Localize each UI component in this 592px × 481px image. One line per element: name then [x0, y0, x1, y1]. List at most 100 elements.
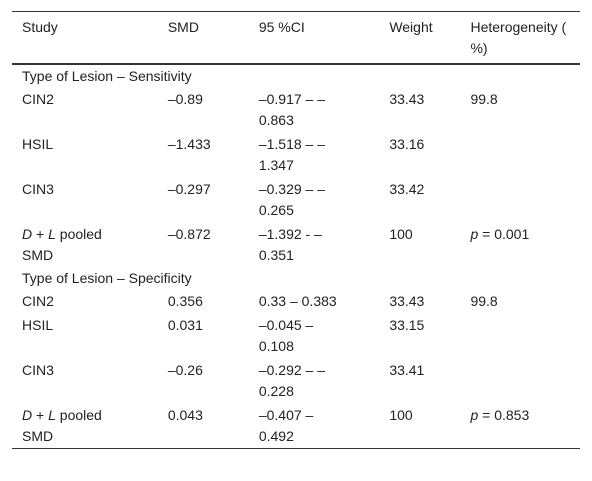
cell: 0.356: [158, 289, 249, 313]
data-row: D + L pooled SMD 0.043 –0.407 – 0.492 100 p …: [12, 403, 580, 449]
text-segment: p: [470, 407, 479, 423]
cell: 33.43: [379, 289, 460, 313]
data-row: CIN3 –0.26 –0.292 – –0.228 33.41: [12, 358, 580, 403]
cell: –0.045 – 0.108: [249, 313, 379, 358]
cell: 33.16: [379, 132, 460, 177]
cell-text: –0.89: [167, 91, 203, 107]
text-segment: = 0.001: [478, 226, 530, 242]
cell: [460, 313, 580, 358]
cell-text: 33.42: [389, 181, 425, 197]
cell-text: p = 0.001: [470, 224, 570, 245]
cell-text: –0.297: [167, 181, 211, 197]
cell: 0.043: [158, 403, 249, 449]
cell-text: Weight: [389, 19, 433, 35]
cell: [460, 132, 580, 177]
cell: HSIL: [12, 313, 158, 358]
results-table: Study SMD 95 %CI Weight Heterogeneity ( %) T…: [12, 11, 580, 449]
cell-text: Heterogeneity ( %): [470, 19, 567, 56]
cell: 100: [379, 222, 460, 267]
cell-text: –0.407 – 0.492: [258, 407, 314, 444]
cell-text: 33.15: [389, 317, 425, 333]
text-segment: D: [22, 226, 33, 242]
column-header: Weight: [379, 11, 461, 65]
cell: –0.329 – –0.265: [249, 177, 379, 222]
cell: CIN3: [12, 358, 158, 403]
text-segment: +: [32, 226, 49, 242]
cell: –1.518 – –1.347: [249, 132, 379, 177]
data-row: CIN2 0.356 0.33 – 0.383 33.43 99.8: [12, 289, 580, 313]
cell-text: D + L pooled SMD: [22, 224, 127, 266]
cell: 0.031: [158, 313, 249, 358]
cell: –0.407 – 0.492: [249, 403, 379, 449]
cell: [460, 177, 580, 222]
cell: CIN3: [12, 177, 158, 222]
cell-text: –0.26: [167, 362, 203, 378]
cell-text: 100: [389, 226, 413, 242]
cell: D + L pooled SMD: [12, 403, 158, 449]
cell-text: –0.045 – 0.108: [258, 317, 314, 354]
cell: D + L pooled SMD: [12, 222, 158, 267]
cell-text: –1.433: [167, 136, 211, 152]
cell-text: 100: [389, 407, 413, 423]
cell-text: 33.41: [389, 362, 425, 378]
section-title: Type of Lesion – Specificity: [22, 270, 192, 286]
cell-text: 99.8: [470, 293, 498, 309]
data-row: HSIL –1.433 –1.518 – –1.347 33.16: [12, 132, 580, 177]
section-title: Type of Lesion – Sensitivity: [22, 68, 192, 84]
cell: –0.872: [158, 222, 249, 267]
cell-text: 99.8: [470, 91, 498, 107]
cell: CIN2: [12, 87, 158, 132]
cell: HSIL: [12, 132, 158, 177]
cell-text: 33.43: [389, 91, 425, 107]
text-segment: +: [32, 407, 49, 423]
cell: –0.297: [158, 177, 249, 222]
cell-text: 33.16: [389, 136, 425, 152]
cell-text: SMD: [167, 19, 199, 35]
cell: 99.8: [460, 289, 580, 313]
cell-text: HSIL: [22, 317, 54, 333]
cell-text: Study: [22, 19, 58, 35]
data-row: CIN3 –0.297 –0.329 – –0.265 33.42: [12, 177, 580, 222]
cell: –0.292 – –0.228: [249, 358, 379, 403]
data-row: CIN2 –0.89 –0.917 – –0.863 33.43 99.8: [12, 87, 580, 132]
cell: 0.33 – 0.383: [249, 289, 379, 313]
data-row: HSIL 0.031 –0.045 – 0.108 33.15: [12, 313, 580, 358]
cell-text: –0.917 – –0.863: [258, 91, 325, 128]
section-row: Type of Lesion – Sensitivity: [12, 64, 580, 87]
cell-text: HSIL: [22, 136, 54, 152]
cell-text: –1.392 - –0.351: [258, 226, 322, 263]
text-segment: L: [48, 226, 56, 242]
cell: CIN2: [12, 289, 158, 313]
cell: 33.42: [379, 177, 460, 222]
column-header: SMD: [157, 11, 249, 65]
cell-text: CIN3: [22, 181, 54, 197]
cell: p = 0.001: [460, 222, 580, 267]
cell: –1.392 - –0.351: [249, 222, 379, 267]
data-row: D + L pooled SMD –0.872 –1.392 - –0.351 100…: [12, 222, 580, 267]
cell-text: –1.518 – –1.347: [258, 136, 325, 173]
cell: 33.43: [379, 87, 460, 132]
cell: –0.89: [158, 87, 249, 132]
cell-text: –0.292 – –0.228: [258, 362, 325, 399]
cell-text: –0.872: [167, 226, 211, 242]
cell: –0.26: [158, 358, 249, 403]
cell-text: CIN2: [22, 91, 54, 107]
text-segment: = 0.853: [478, 407, 530, 423]
cell-text: D + L pooled SMD: [22, 405, 127, 447]
text-segment: pooled SMD: [22, 226, 102, 263]
cell-text: –0.329 – –0.265: [258, 181, 325, 218]
cell: p = 0.853: [460, 403, 580, 449]
cell: 33.15: [379, 313, 460, 358]
table-header: Study SMD 95 %CI Weight Heterogeneity ( %): [12, 11, 580, 65]
cell: 100: [379, 403, 460, 449]
cell: –0.917 – –0.863: [249, 87, 379, 132]
cell: 33.41: [379, 358, 460, 403]
column-header: 95 %CI: [248, 11, 380, 65]
cell-text: 0.33 – 0.383: [258, 293, 337, 309]
header-row: Study SMD 95 %CI Weight Heterogeneity ( %): [12, 11, 580, 65]
table-body: Type of Lesion – Sensitivity CIN2 –0.89 –0.…: [12, 64, 580, 449]
cell-text: 0.356: [167, 293, 203, 309]
cell: [460, 358, 580, 403]
cell-text: p = 0.853: [470, 405, 570, 426]
